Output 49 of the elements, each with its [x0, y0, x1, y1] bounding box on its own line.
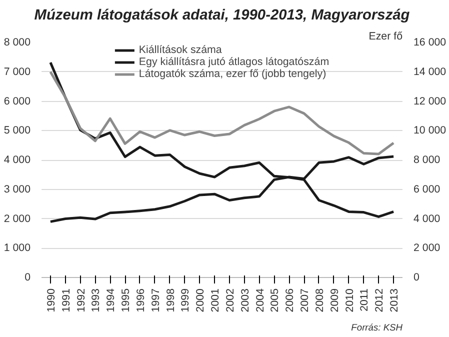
x-tick-label: 1999	[180, 288, 192, 312]
y2-tick-label: 8 000	[414, 154, 440, 166]
x-tick-label: 2005	[269, 288, 282, 312]
y2-tick-label: 0	[414, 272, 420, 284]
y2-tick-label: 6 000	[414, 183, 440, 196]
x-tick-label: 2012	[374, 288, 386, 312]
y-tick-label: 8 000	[4, 36, 31, 48]
x-tick-label: 2003	[239, 288, 252, 312]
x-tick-label: 2002	[224, 288, 236, 312]
x-tick-label: 1993	[90, 288, 102, 312]
x-tick-label: 2009	[328, 288, 341, 312]
y2-axis-title: Ezer fő	[368, 30, 403, 42]
legend-label: Egy kiállításra jutó átlagos látogatószám	[138, 56, 330, 68]
x-tick-label: 2013	[388, 288, 401, 312]
y-tick-label: 5 000	[4, 124, 31, 137]
y2-tick-label: 4 000	[414, 212, 440, 225]
legend-label: Látogatók száma, ezer fő (jobb tengely)	[138, 68, 326, 80]
x-tick-label: 2011	[358, 288, 371, 312]
x-tick-label: 2006	[284, 288, 296, 312]
y2-tick-label: 12 000	[414, 95, 446, 108]
y2-tick-label: 10 000	[414, 124, 446, 137]
x-tick-label: 1990	[45, 288, 58, 312]
y-tick-label: 6 000	[4, 95, 31, 108]
x-tick-label: 2000	[194, 288, 207, 312]
x-tick-label: 1991	[60, 288, 72, 312]
y-tick-label: 2 000	[4, 212, 31, 225]
y2-tick-label: 2 000	[414, 242, 440, 254]
legend-label: Kiállítások száma	[138, 44, 222, 56]
y2-tick-label: 16 000	[414, 36, 446, 48]
x-tick-label: 2007	[299, 288, 312, 312]
text: Forrás: KSH	[351, 322, 403, 332]
y-tick-label: 1 000	[4, 242, 31, 254]
y-tick-label: 0	[24, 272, 31, 284]
x-tick-label: 1994	[105, 288, 118, 312]
chart-title: Múzeum látogatások adatai, 1990-2013, Magyarország	[34, 8, 410, 24]
x-tick-label: 2004	[254, 288, 266, 312]
line-series	[49, 70, 395, 156]
x-tick-label: 1992	[75, 288, 88, 312]
x-tick-label: 2001	[210, 288, 222, 312]
x-tick-label: 2010	[344, 288, 356, 312]
y-tick-label: 4 000	[4, 154, 31, 166]
y-tick-label: 7 000	[4, 66, 31, 78]
x-tick-label: 1996	[134, 288, 147, 312]
y-tick-label: 3 000	[4, 183, 31, 196]
y2-tick-label: 14 000	[414, 66, 446, 78]
x-tick-label: 2008	[314, 288, 326, 312]
x-tick-label: 1998	[164, 288, 177, 312]
x-tick-label: 1995	[120, 288, 132, 312]
x-tick-label: 1997	[150, 288, 162, 312]
